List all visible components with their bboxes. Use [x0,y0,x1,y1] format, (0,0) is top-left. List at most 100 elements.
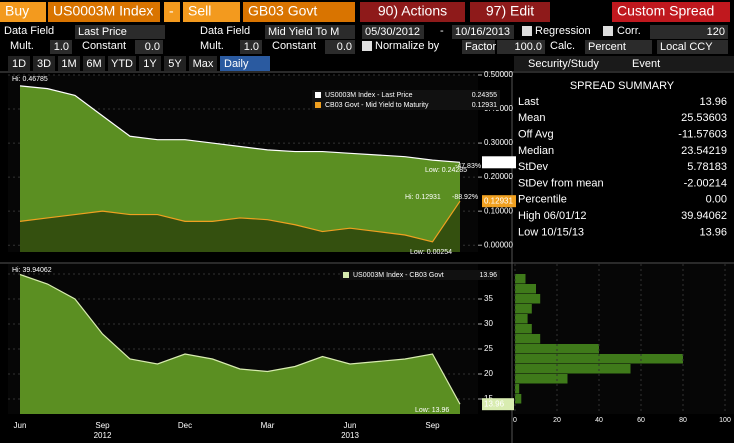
period-label[interactable]: 1D [12,58,26,70]
field-label: Normalize by [375,40,440,52]
input-box[interactable] [75,25,165,39]
checkbox[interactable] [603,26,613,36]
input-value[interactable]: 0.0 [145,41,160,53]
toolbar-button[interactable] [360,2,465,22]
tab-label[interactable]: Event [632,58,660,70]
summary-label: Percentile [518,194,567,206]
x-year-label: 2013 [341,431,359,440]
input-box[interactable] [135,40,163,54]
input-value[interactable]: 1.0 [54,41,69,53]
legend-swatch [315,92,321,98]
input-value[interactable]: 0.0 [337,41,352,53]
toolbar-button-label[interactable]: Custom Spread [617,3,714,19]
input-box[interactable] [240,40,262,54]
toolbar-button-label[interactable]: US0003M Index [53,3,153,19]
legend-label: CB03 Govt - Mid Yield to Maturity [325,102,429,109]
input-value[interactable]: 1.0 [244,41,259,53]
period-button[interactable] [189,56,217,71]
period-label[interactable]: 1Y [143,58,157,70]
histogram-bar [515,294,541,304]
input-box[interactable] [462,40,495,54]
legend-value: 0.24355 [472,92,497,99]
toolbar-button-label[interactable]: 97) Edit [486,3,534,19]
input-box[interactable] [265,25,355,39]
input-value[interactable]: 120 [707,26,725,38]
summary-title: SPREAD SUMMARY [570,80,675,92]
toolbar-button[interactable] [612,2,730,22]
frequency-button[interactable] [220,56,270,71]
input-value[interactable]: 05/30/2012 [365,26,420,38]
period-label[interactable]: 5Y [168,58,182,70]
summary-label: Last [518,96,539,108]
input-value[interactable]: Percent [588,41,626,53]
toolbar-button[interactable] [164,2,180,22]
summary-value: 0.00 [706,194,727,206]
x-tick-label: 100 [719,417,731,424]
period-label[interactable]: 3D [37,58,51,70]
tab-label[interactable]: Security/Study [528,58,599,70]
legend-value: 13.96 [479,272,497,279]
input-value[interactable]: Last Price [78,26,127,38]
histogram-bar [515,374,568,384]
field-label: Data Field [200,25,250,37]
summary-value: 23.54219 [681,145,727,157]
series-area [20,201,460,252]
field-label: - [440,25,444,37]
input-box[interactable] [50,40,72,54]
last-value-label: 0.24355 [484,157,513,166]
input-box[interactable] [362,25,424,39]
histogram-bar [515,324,532,334]
annotation: Hi: 39.94062 [12,267,52,274]
period-button[interactable] [8,56,30,71]
x-tick-label: 20 [553,417,561,424]
input-value[interactable]: 10/16/2013 [455,26,510,38]
period-label[interactable]: Max [193,58,214,70]
period-label[interactable]: YTD [111,58,133,70]
input-box[interactable] [325,40,355,54]
annotation: Hi: 0.12931 [405,194,441,201]
toolbar-button-label[interactable]: - [169,3,174,19]
period-button[interactable] [33,56,55,71]
legend-entry [312,100,500,110]
input-value[interactable]: 100.0 [514,41,542,53]
input-box[interactable] [585,40,652,54]
period-button[interactable] [139,56,161,71]
toolbar-button-label[interactable]: Buy [5,3,29,19]
toolbar-button-label[interactable]: Sell [188,3,211,19]
input-value[interactable]: Factor [465,41,497,53]
toolbar-button[interactable] [48,2,160,22]
x-tick-label: Jun [344,421,357,430]
toolbar-button[interactable] [183,2,240,22]
summary-label: StDev [518,161,548,173]
period-label[interactable]: 6M [86,58,101,70]
input-box[interactable] [657,40,728,54]
series-line [19,200,461,243]
legend-value: 0.12931 [472,102,497,109]
frequency-label[interactable]: Daily [224,58,249,70]
legend-swatch [315,102,321,108]
period-label[interactable]: 1M [61,58,76,70]
input-value[interactable]: Mid Yield To M [268,26,339,38]
checkbox[interactable] [522,26,532,36]
input-box[interactable] [650,25,728,39]
toolbar-button[interactable] [470,2,550,22]
toolbar-button-label[interactable]: GB03 Govt [248,3,317,19]
period-button[interactable] [58,56,80,71]
period-button[interactable] [164,56,186,71]
checkbox[interactable] [362,41,372,51]
summary-label: High 06/01/12 [518,210,587,222]
period-button[interactable] [83,56,105,71]
histogram-bar [515,304,532,314]
toolbar-button-label[interactable]: 90) Actions [378,3,447,19]
input-value[interactable]: Local CCY [660,41,713,53]
period-button[interactable] [108,56,136,71]
input-box[interactable] [497,40,545,54]
y-tick-label: 35 [484,294,493,303]
toolbar-button[interactable] [243,2,355,22]
summary-value: 39.94062 [681,210,727,222]
toolbar-button[interactable] [0,2,46,22]
summary-value: 5.78183 [687,161,727,173]
series-line [19,273,461,405]
input-box[interactable] [452,25,514,39]
